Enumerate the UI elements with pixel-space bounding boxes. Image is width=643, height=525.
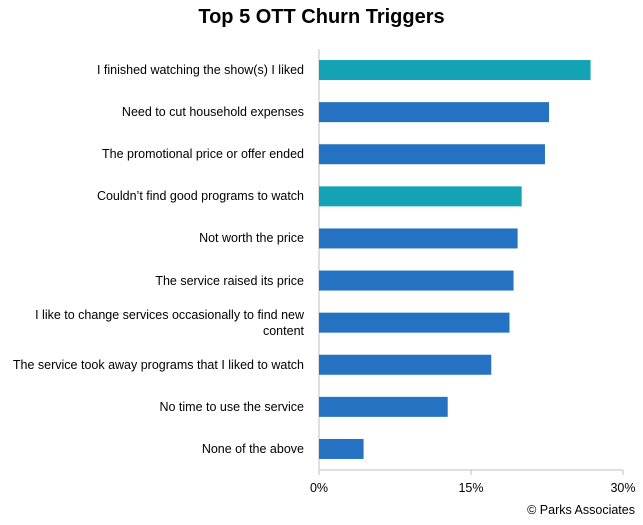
y-tick-label: The service raised its price [155, 273, 304, 288]
bar [319, 396, 448, 417]
y-tick-label: Not worth the price [199, 231, 304, 246]
x-tick-label: 15% [458, 481, 484, 495]
y-tick-label: Couldn’t find good programs to watch [96, 189, 304, 204]
bar [319, 354, 492, 375]
y-tick-label: I finished watching the show(s) I liked [96, 63, 304, 78]
bar [319, 144, 545, 165]
source: © Parks Associates [527, 503, 635, 517]
y-tick-label: The promotional price or offer ended [102, 147, 304, 162]
bar [319, 312, 510, 333]
x-tick-label: 0% [309, 481, 329, 495]
y-tick-label: Need to cut household expenses [121, 105, 304, 120]
bar [319, 102, 550, 123]
y-tick-label: I like to change services occasionally t… [35, 307, 304, 338]
bar [319, 228, 518, 249]
bar [319, 438, 364, 459]
y-tick-label: The service took away programs that I li… [12, 357, 304, 372]
bar [319, 186, 522, 207]
x-tick-label: 30% [610, 481, 636, 495]
y-tick-label: None of the above [201, 441, 304, 456]
bar [319, 60, 591, 81]
chart-title: Top 5 OTT Churn Triggers [198, 6, 445, 28]
y-tick-label: No time to use the service [159, 399, 304, 414]
bar [319, 270, 514, 291]
